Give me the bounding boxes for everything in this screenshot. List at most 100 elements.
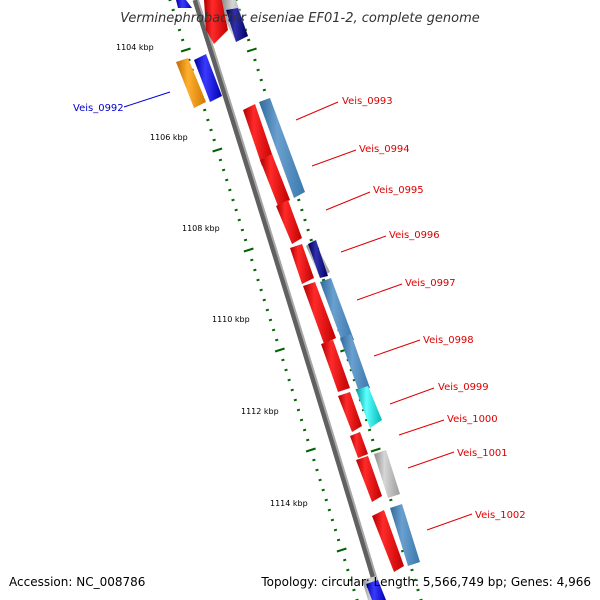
gene-arrow-0997b xyxy=(320,278,354,344)
tick-mark xyxy=(290,388,294,392)
label-leaders xyxy=(123,91,473,531)
tick-mark xyxy=(274,347,285,353)
tick-mark xyxy=(315,468,319,472)
gene-arrow-0994 xyxy=(260,154,290,206)
tick-mark xyxy=(330,518,335,522)
gene-label-veis-0999: Veis_0999 xyxy=(438,382,489,393)
tick-mark xyxy=(180,38,185,42)
tick-mark xyxy=(246,47,257,53)
tick-mark xyxy=(180,47,191,53)
gene-features xyxy=(176,0,420,600)
tick-mark xyxy=(259,288,263,292)
tick-mark xyxy=(300,208,304,212)
gene-arrow-0996 xyxy=(290,244,314,284)
gene-arrow-1000 xyxy=(350,432,368,458)
gene-label-veis-0998: Veis_0998 xyxy=(423,335,474,346)
tick-mark xyxy=(349,578,353,582)
tick-mark xyxy=(321,278,326,282)
tick-mark xyxy=(203,108,207,112)
tick-mark xyxy=(324,498,328,502)
tick-mark xyxy=(336,547,347,553)
tick-mark xyxy=(287,378,291,382)
gene-label-veis-0997: Veis_0997 xyxy=(405,278,456,289)
gene-arrow-1002b xyxy=(390,504,420,566)
gene-arrow-0998 xyxy=(321,340,350,392)
tick-mark xyxy=(370,447,381,453)
tick-mark xyxy=(346,568,350,572)
tick-mark xyxy=(253,268,257,272)
gene-label-veis-0992: Veis_0992 xyxy=(73,103,124,114)
map-title: Verminephrobacter eiseniae EF01-2, compl… xyxy=(120,11,479,26)
tick-mark xyxy=(212,138,216,142)
tick-mark xyxy=(333,528,338,532)
kbp-label-1110: 1110 kbp xyxy=(212,315,250,324)
tick-mark xyxy=(253,58,257,62)
tick-mark xyxy=(243,247,254,253)
gene-arrow-blue xyxy=(194,54,222,102)
tick-mark xyxy=(218,158,223,162)
tick-mark xyxy=(246,38,251,42)
tick-mark xyxy=(259,78,263,82)
tick-mark xyxy=(240,228,245,232)
gene-arrow-1001b xyxy=(374,450,400,498)
tick-mark xyxy=(174,18,179,22)
gene-arrow-top-1 xyxy=(176,0,192,8)
tick-mark xyxy=(268,318,273,322)
gene-arrow-0999 xyxy=(338,392,362,432)
kbp-label-1114: 1114 kbp xyxy=(270,499,308,508)
tick-mark xyxy=(231,198,235,202)
gene-label-veis-0993: Veis_0993 xyxy=(342,96,393,107)
accession-text: Accession: NC_008786 xyxy=(9,575,145,589)
tick-mark xyxy=(413,578,417,582)
tick-mark xyxy=(206,118,210,122)
tick-mark xyxy=(256,278,260,282)
tick-mark xyxy=(265,308,270,312)
gene-arrow-top-2 xyxy=(204,0,228,44)
tick-mark xyxy=(225,178,229,182)
gene-label-veis-1002: Veis_1002 xyxy=(475,510,526,521)
tick-mark xyxy=(303,218,307,222)
tick-mark xyxy=(318,478,322,482)
backbone xyxy=(192,0,384,600)
tick-mark xyxy=(336,538,341,542)
tick-mark xyxy=(284,368,288,372)
tick-mark xyxy=(321,488,325,492)
tick-mark xyxy=(228,188,232,192)
kbp-label-1108: 1108 kbp xyxy=(182,224,220,233)
tick-mark xyxy=(306,228,310,232)
tick-mark xyxy=(237,218,241,222)
gene-arrow-top-4 xyxy=(226,8,248,42)
gene-arrow-0995 xyxy=(276,200,302,244)
gene-arrow-1001 xyxy=(356,456,382,502)
gene-arrow-1002 xyxy=(372,510,404,572)
tick-mark xyxy=(296,408,301,412)
gene-arrow-0993b xyxy=(259,98,305,198)
tick-mark xyxy=(250,258,254,262)
tick-mark xyxy=(299,418,304,422)
tick-mark xyxy=(416,588,420,592)
topology-text: Topology: circular; Length: 5,566,749 bp… xyxy=(260,575,591,589)
tick-mark xyxy=(410,568,414,572)
gene-arrow-bottom-2 xyxy=(366,580,386,600)
tick-mark xyxy=(302,428,307,432)
kbp-label-1112: 1112 kbp xyxy=(241,407,279,416)
tick-mark xyxy=(305,447,316,453)
gene-arrow-0998b xyxy=(340,334,370,392)
tick-mark xyxy=(262,88,267,92)
tick-mark xyxy=(389,498,393,502)
tick-mark xyxy=(312,458,316,462)
tick-mark xyxy=(212,147,223,153)
tick-mark xyxy=(221,168,226,172)
gene-label-veis-0996: Veis_0996 xyxy=(389,230,440,241)
gene-labels: Veis_0992 Veis_0993 Veis_0994 Veis_0995 … xyxy=(73,96,526,521)
gene-label-veis-1001: Veis_1001 xyxy=(457,448,508,459)
gene-arrow-0996c xyxy=(308,240,328,278)
tick-mark xyxy=(171,8,175,12)
gene-label-veis-1000: Veis_1000 xyxy=(447,414,498,425)
tick-mark xyxy=(293,398,298,402)
tick-mark xyxy=(305,438,310,442)
tick-mark xyxy=(297,198,301,202)
gene-label-veis-0995: Veis_0995 xyxy=(373,185,424,196)
gene-arrow-0999b xyxy=(356,386,382,428)
